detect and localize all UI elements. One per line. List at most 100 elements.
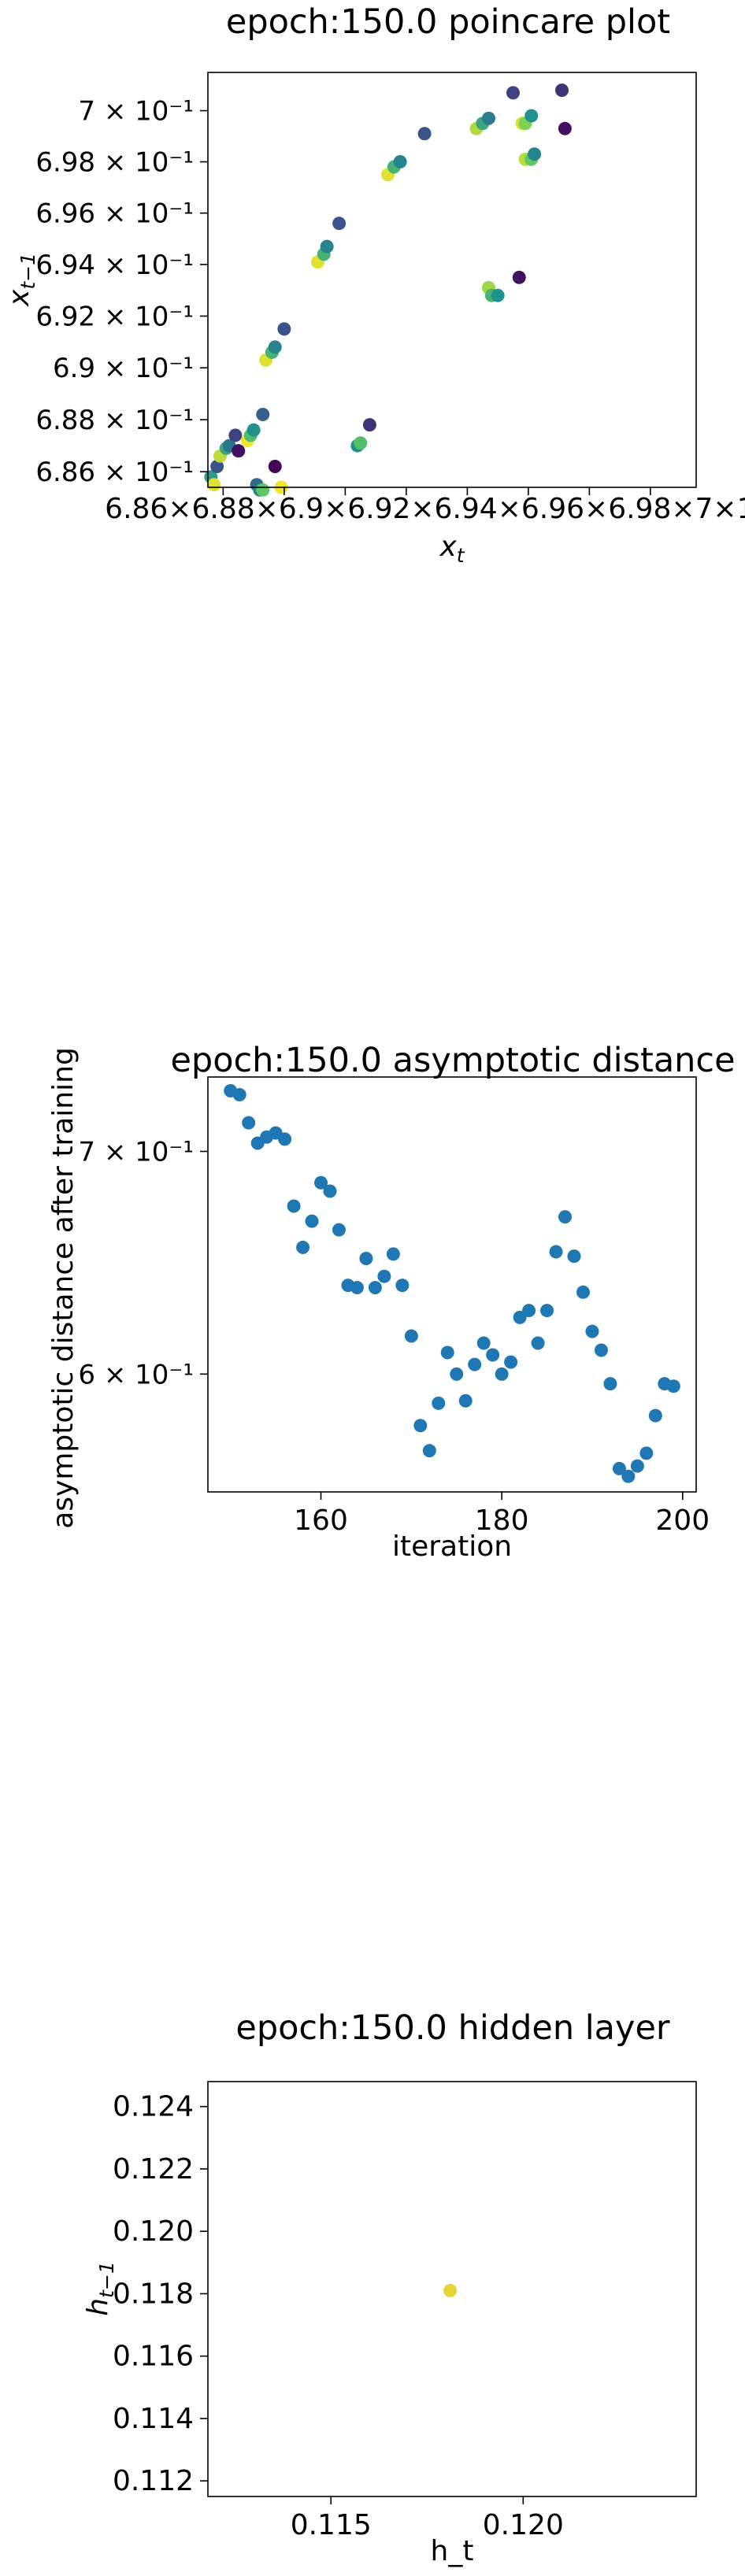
scatter-point <box>440 1345 454 1360</box>
scatter-point <box>278 1132 292 1146</box>
poincare-plot: epoch:150.0 poincare plot 6.86 × 10⁻¹6.8… <box>3 2 745 567</box>
hidden-layer-y-ticks: 0.112 0.114 0.116 0.118 0.120 0.122 0.124 <box>113 2091 208 2497</box>
scatter-point <box>268 340 282 354</box>
scatter-point <box>491 288 505 302</box>
scatter-point <box>422 1444 436 1458</box>
scatter-point <box>549 1245 563 1259</box>
y-tick-label: 6.9 × 10⁻¹ <box>53 353 194 384</box>
scatter-point <box>540 1304 554 1318</box>
scatter-point <box>567 1249 581 1264</box>
y-tick-label: 0.112 <box>113 2465 194 2497</box>
scatter-point <box>458 1393 473 1408</box>
scatter-point <box>603 1377 617 1391</box>
x-tick-label: 160 <box>294 1505 348 1537</box>
scatter-point <box>232 444 246 458</box>
scatter-point <box>558 121 572 135</box>
scatter-point <box>256 407 270 421</box>
scatter-point <box>207 478 221 492</box>
asymptotic-distance-title: epoch:150.0 asymptotic distance <box>170 1041 735 1080</box>
x-tick-label: 200 <box>655 1505 710 1537</box>
y-tick-label: 6.92 × 10⁻¹ <box>35 301 194 332</box>
y-tick-label: 0.116 <box>113 2341 194 2373</box>
hidden-layer-y-label: ht−1 <box>82 2261 118 2315</box>
scatter-point <box>354 436 368 450</box>
hidden-layer-frame <box>207 2081 697 2497</box>
scatter-point <box>555 83 569 98</box>
scatter-point <box>639 1446 654 1460</box>
asymptotic-distance-y-label: asymptotic distance after training <box>47 1047 80 1529</box>
scatter-point <box>531 1336 545 1350</box>
scatter-point <box>630 1459 644 1473</box>
scatter-point <box>612 1461 626 1475</box>
poincare-plot-frame <box>207 72 697 488</box>
asymptotic-distance-y-ticks: 6 × 10⁻¹ 7 × 10⁻¹ <box>78 1137 208 1390</box>
scatter-point <box>468 1357 482 1371</box>
scatter-point <box>443 2283 458 2297</box>
y-tick-label: 0.114 <box>113 2403 194 2435</box>
scatter-point <box>513 1310 527 1324</box>
asymptotic-distance-x-ticks: 160 180 200 <box>294 1492 710 1537</box>
poincare-plot-x-label: xt <box>439 531 465 567</box>
scatter-point <box>395 1279 410 1293</box>
scatter-point <box>359 1251 373 1265</box>
poincare-plot-points <box>204 83 572 497</box>
scatter-point <box>504 1355 518 1369</box>
scatter-point <box>242 1116 256 1130</box>
scatter-point <box>393 155 407 169</box>
asymptotic-distance-plot: epoch:150.0 asymptotic distance 6 × 10⁻¹… <box>47 1041 736 1563</box>
scatter-point <box>558 1210 573 1224</box>
scatter-point <box>305 1214 319 1228</box>
scatter-point <box>323 1184 337 1198</box>
y-tick-label: 6.86 × 10⁻¹ <box>35 457 194 488</box>
scatter-point <box>332 1223 346 1237</box>
hidden-layer-title: epoch:150.0 hidden layer <box>235 2008 670 2048</box>
scatter-point <box>228 428 243 442</box>
poincare-plot-x-tick-labels: 6.86×6.88×6.9×6.92×6.94×6.96×6.98×7×10⁻¹ <box>105 493 745 525</box>
y-tick-label: 6 × 10⁻¹ <box>78 1359 194 1390</box>
scatter-point <box>332 217 347 231</box>
y-tick-label: 0.122 <box>113 2153 194 2186</box>
scatter-point <box>522 1304 536 1318</box>
poincare-plot-y-ticks: 6.86 × 10⁻¹ 6.88 × 10⁻¹ 6.9 × 10⁻¹ 6.92 × 1… <box>35 96 208 488</box>
y-tick-label: 6.96 × 10⁻¹ <box>35 198 194 230</box>
scatter-point <box>450 1367 464 1381</box>
poincare-plot-y-label: xt−1 <box>3 253 39 307</box>
scatter-point <box>256 483 270 497</box>
scatter-point <box>506 86 520 100</box>
scatter-point <box>314 1175 328 1190</box>
scatter-point <box>268 460 282 474</box>
poincare-plot-title: epoch:150.0 poincare plot <box>226 2 670 42</box>
asymptotic-distance-points <box>224 1084 680 1483</box>
scatter-point <box>417 127 432 141</box>
y-tick-label: 7 × 10⁻¹ <box>78 96 194 128</box>
y-tick-label: 0.124 <box>113 2091 194 2123</box>
scatter-point <box>232 1088 246 1102</box>
scatter-point <box>666 1379 680 1393</box>
scatter-point <box>413 1419 428 1433</box>
scatter-point <box>648 1408 662 1423</box>
scatter-point <box>524 109 539 123</box>
y-tick-label: 0.118 <box>113 2278 194 2310</box>
scatter-point <box>528 147 542 161</box>
scatter-point <box>386 1247 400 1261</box>
scatter-point <box>350 1281 364 1295</box>
scatter-point <box>368 1281 382 1295</box>
scatter-point <box>486 1348 500 1362</box>
x-tick-label: 0.120 <box>483 2509 564 2541</box>
y-tick-label: 6.88 × 10⁻¹ <box>35 405 194 436</box>
scatter-point <box>495 1367 509 1381</box>
asymptotic-distance-x-label: iteration <box>392 1530 512 1563</box>
scatter-point <box>594 1343 608 1357</box>
scatter-point <box>432 1396 446 1410</box>
scatter-point <box>512 270 526 284</box>
scatter-point <box>377 1269 391 1283</box>
y-tick-label: 6.94 × 10⁻¹ <box>35 250 194 281</box>
scatter-point <box>576 1285 590 1299</box>
y-tick-label: 6.98 × 10⁻¹ <box>35 147 194 179</box>
scatter-point <box>585 1324 599 1338</box>
hidden-layer-x-label: h_t <box>431 2535 474 2567</box>
scatter-point <box>296 1240 310 1254</box>
scatter-point <box>482 111 495 125</box>
scatter-point <box>210 460 224 474</box>
